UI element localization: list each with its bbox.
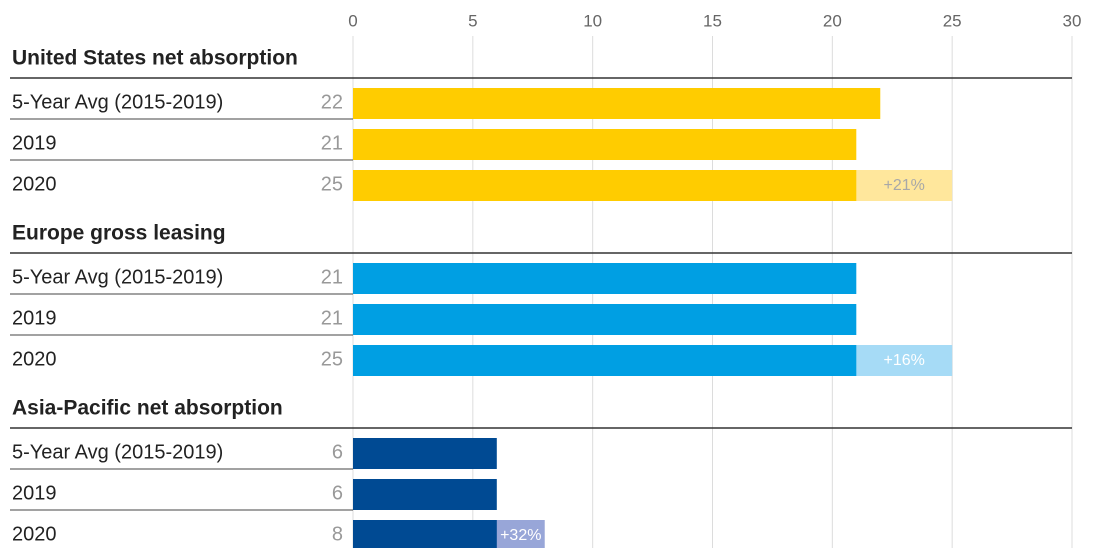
value-label: 25 [321, 173, 343, 195]
bar-base [353, 345, 857, 376]
row-label: 5-Year Avg (2015-2019) [12, 266, 223, 288]
row-label: 2019 [12, 132, 57, 154]
row-label: 5-Year Avg (2015-2019) [12, 91, 223, 113]
value-label: 25 [321, 348, 343, 370]
change-label: +16% [884, 352, 925, 369]
bar [353, 304, 857, 335]
x-tick-label: 0 [348, 11, 357, 30]
row-label: 2020 [12, 348, 57, 370]
bar [353, 88, 881, 119]
change-label: +21% [884, 177, 925, 194]
bar [353, 479, 497, 510]
x-tick-label: 10 [583, 11, 602, 30]
row-label: 2020 [12, 523, 57, 545]
x-tick-label: 25 [943, 11, 962, 30]
row-label: 2019 [12, 307, 57, 329]
group-title: Asia-Pacific net absorption [12, 397, 283, 420]
value-label: 21 [321, 307, 343, 329]
group-title: Europe gross leasing [12, 222, 226, 245]
x-tick-label: 30 [1063, 11, 1082, 30]
value-label: 21 [321, 266, 343, 288]
x-tick-label: 15 [703, 11, 722, 30]
row-label: 5-Year Avg (2015-2019) [12, 441, 223, 463]
bar [353, 438, 497, 469]
bar [353, 129, 857, 160]
row-label: 2019 [12, 482, 57, 504]
value-label: 6 [332, 482, 343, 504]
group-title: United States net absorption [12, 47, 298, 70]
bar-base [353, 170, 857, 201]
change-label: +32% [500, 527, 541, 544]
value-label: 6 [332, 441, 343, 463]
bar-base [353, 520, 497, 548]
bar [353, 263, 857, 294]
x-tick-label: 5 [468, 11, 477, 30]
value-label: 8 [332, 523, 343, 545]
value-label: 21 [321, 132, 343, 154]
value-label: 22 [321, 91, 343, 113]
row-label: 2020 [12, 173, 57, 195]
x-tick-label: 20 [823, 11, 842, 30]
